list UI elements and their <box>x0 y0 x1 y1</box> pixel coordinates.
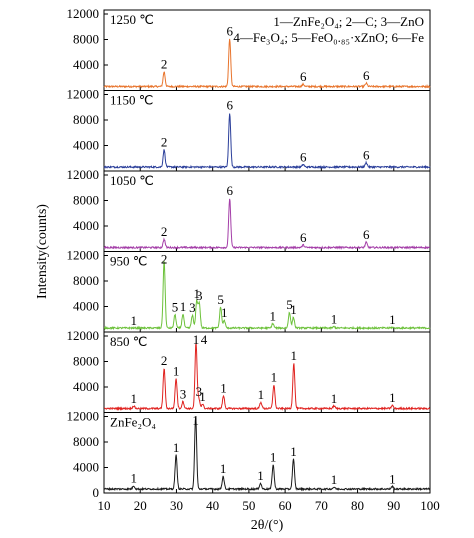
peak-label: 1 <box>258 387 265 402</box>
peak-label: 1 <box>221 305 228 320</box>
panel-label: ZnFe₂O₄ <box>110 415 156 430</box>
legend-line-2: 4—Fe₃O₄; 5—FeO₀.₈₅·xZnO; 6—Fe <box>233 30 424 45</box>
peak-label: 5 <box>217 292 224 307</box>
x-tick-label: 60 <box>279 498 292 513</box>
peak-label: 1 <box>331 472 338 487</box>
panel-frame <box>103 251 431 333</box>
peak-label: 1 <box>130 313 137 328</box>
peak-label: 3 <box>196 384 203 399</box>
y-tick-label: 4000 <box>73 460 99 475</box>
peak-label: 2 <box>161 135 168 150</box>
panel-label: 850 ℃ <box>110 334 147 349</box>
peak-label: 1 <box>331 312 338 327</box>
peak-label: 6 <box>226 24 233 39</box>
x-tick-label: 30 <box>170 498 183 513</box>
peak-label: 4 <box>201 332 208 347</box>
y-tick-label: 8000 <box>73 354 99 369</box>
y-tick-label: 12000 <box>67 328 100 343</box>
peak-label: 1 <box>290 444 297 459</box>
peak-label: 1 <box>193 286 200 301</box>
x-tick-label: 70 <box>315 498 328 513</box>
peak-label: 2 <box>161 252 168 267</box>
y-tick-label: 0 <box>93 485 100 500</box>
peak-label: 1 <box>257 468 264 483</box>
peak-label: 5 <box>286 297 293 312</box>
pattern-line <box>103 38 431 90</box>
peak-label: 1 <box>271 370 278 385</box>
peak-label: 6 <box>363 68 370 83</box>
panel-label: 950 ℃ <box>110 254 147 269</box>
y-tick-label: 8000 <box>73 434 99 449</box>
peak-label: 1 <box>180 299 187 314</box>
peak-label: 1 <box>220 381 227 396</box>
peak-label: 2 <box>161 57 168 72</box>
peak-label: 5 <box>172 299 179 314</box>
y-tick-label: 4000 <box>73 57 99 72</box>
y-tick-label: 4000 <box>73 299 99 314</box>
peak-label: 3 <box>180 386 187 401</box>
x-tick-label: 10 <box>98 498 111 513</box>
panel-label: 1150 ℃ <box>110 93 153 108</box>
y-tick-label: 12000 <box>67 409 100 424</box>
y-tick-label: 8000 <box>73 112 99 127</box>
y-tick-label: 12000 <box>67 167 100 182</box>
x-tick-label: 20 <box>134 498 147 513</box>
peak-label: 1 <box>389 312 396 327</box>
x-tick-label: 50 <box>242 498 255 513</box>
peak-label: 1 <box>290 302 297 317</box>
panel-frame <box>103 331 431 413</box>
y-tick-label: 4000 <box>73 218 99 233</box>
peak-label: 1 <box>389 390 396 405</box>
y-tick-label: 12000 <box>67 87 100 102</box>
x-tick-label: 40 <box>206 498 219 513</box>
y-tick-label: 8000 <box>73 273 99 288</box>
peak-label: 1 <box>270 308 277 323</box>
peak-label: 1 <box>389 471 396 486</box>
x-tick-label: 100 <box>420 498 440 513</box>
peak-label: 6 <box>363 227 370 242</box>
panel-label: 1050 ℃ <box>110 173 154 188</box>
peak-label: 1 <box>199 389 206 404</box>
peak-label: 1 <box>331 391 338 406</box>
peak-label: 1 <box>173 363 180 378</box>
x-axis-title: 2θ/(°) <box>251 518 284 533</box>
peak-label: 1 <box>220 461 227 476</box>
pattern-line <box>103 113 431 170</box>
peak-label: 3 <box>196 288 203 303</box>
peak-label: 6 <box>226 183 233 198</box>
peak-label: 1 <box>173 440 180 455</box>
panel-label: 1250 ℃ <box>110 12 154 27</box>
pattern-line <box>103 343 431 412</box>
peak-label: 1 <box>192 413 199 428</box>
peak-label: 6 <box>300 230 307 245</box>
pattern-line <box>103 198 431 250</box>
y-tick-label: 12000 <box>67 248 100 263</box>
peak-label: 6 <box>300 69 307 84</box>
peak-label: 1 <box>270 450 277 465</box>
peak-label: 3 <box>189 300 196 315</box>
peak-label: 1 <box>130 471 137 486</box>
y-tick-label: 4000 <box>73 138 99 153</box>
panel-frame <box>103 412 431 494</box>
pattern-line <box>103 260 431 331</box>
peak-label: 2 <box>161 224 168 239</box>
peak-label: 1 <box>193 332 200 347</box>
y-tick-label: 8000 <box>73 32 99 47</box>
peak-label: 1 <box>291 348 298 363</box>
pattern-line <box>103 416 431 492</box>
x-tick-label: 90 <box>387 498 400 513</box>
peak-label: 6 <box>363 147 370 162</box>
y-tick-label: 12000 <box>67 6 100 21</box>
legend-line-1: 1—ZnFe₂O₄; 2—C; 3—ZnO <box>273 14 424 29</box>
y-axis-title: Intensity(counts) <box>35 204 50 299</box>
peak-label: 6 <box>226 98 233 113</box>
peak-label: 2 <box>161 353 168 368</box>
y-tick-label: 8000 <box>73 193 99 208</box>
x-tick-label: 80 <box>351 498 364 513</box>
peak-label: 1 <box>130 391 137 406</box>
peak-label: 6 <box>300 149 307 164</box>
y-tick-label: 4000 <box>73 379 99 394</box>
